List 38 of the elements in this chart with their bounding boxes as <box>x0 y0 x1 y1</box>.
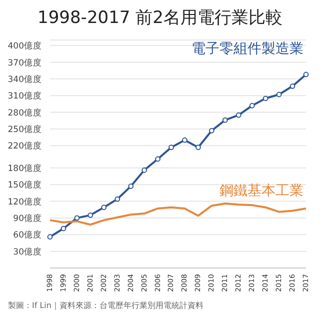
text: 製圖：If Lin｜資料來源：台電歷年行業別用電統計資料 <box>8 300 204 311</box>
point <box>128 184 134 189</box>
point <box>142 167 148 173</box>
point <box>47 234 53 240</box>
point <box>262 96 268 102</box>
point <box>168 144 174 150</box>
y-tick-label: 310億度 <box>8 90 42 102</box>
y-tick-label: 280億度 <box>8 107 42 118</box>
series-label: 電子零組件製造業 <box>192 40 304 58</box>
point <box>276 92 282 98</box>
point <box>196 144 201 150</box>
line-series <box>49 202 307 226</box>
y-tick-label: 340億度 <box>8 74 42 85</box>
point <box>114 196 120 202</box>
y-tick-label: 90億度 <box>13 212 42 224</box>
point <box>60 226 66 232</box>
point <box>101 204 107 210</box>
y-tick-label: 400億度 <box>8 40 42 52</box>
point <box>74 215 80 221</box>
y-tick-label: 150億度 <box>8 180 42 191</box>
y-tick-label: 370億度 <box>8 57 42 68</box>
point <box>290 83 296 89</box>
point <box>303 72 309 78</box>
y-tick-label: 180億度 <box>8 162 42 174</box>
point <box>182 137 188 143</box>
y-tick-label: 30億度 <box>13 246 42 258</box>
chart-title: 1998-2017 前2名用電行業比較 <box>36 7 284 29</box>
point <box>236 112 242 118</box>
series-label: 鋼鐵基本工業 <box>220 182 304 200</box>
y-tick-label: 220億度 <box>8 140 42 152</box>
point <box>155 156 160 162</box>
point <box>222 117 228 123</box>
point <box>249 102 255 108</box>
y-tick-label: 120億度 <box>8 196 42 208</box>
point <box>208 128 214 134</box>
y-tick-label: 60億度 <box>13 230 42 241</box>
point <box>88 212 94 218</box>
y-tick-label: 250億度 <box>8 124 42 135</box>
